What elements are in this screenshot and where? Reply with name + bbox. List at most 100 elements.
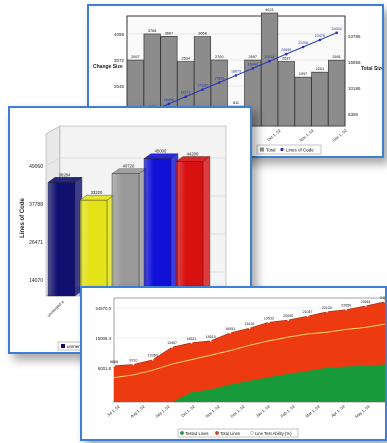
total-lines-point [345, 308, 348, 311]
bar-value-label: 2697 [249, 55, 257, 59]
total-lines-point [171, 346, 173, 349]
bar-value-label: 2697 [131, 55, 139, 59]
churn-bar [311, 71, 329, 127]
line-value-label: 21206 [298, 41, 308, 45]
legend-label: Lines of Code [286, 148, 314, 153]
y-tick-label: 37788 [29, 202, 43, 208]
y-tick-label: 3072 [114, 58, 125, 63]
legend-box [177, 428, 299, 438]
area-value-label: 16951 [225, 327, 235, 331]
bar [111, 173, 140, 297]
tested-lines-chart: 24570.0 15008.4 6001.8 8868 9210 10360 13457 14… [95, 296, 385, 438]
area-value-label: 23561 [361, 300, 371, 304]
total-lines-point [190, 341, 193, 344]
total-lines-point [151, 358, 154, 361]
x-tick-label: May 1, 03 [354, 403, 371, 419]
total-size-point [268, 59, 271, 63]
y2-tick-label: 23786 [348, 34, 361, 39]
total-lines-point [326, 310, 328, 313]
area-value-label: 19533 [264, 316, 274, 320]
area-value-label: 13457 [167, 341, 177, 345]
y-tick-label: 26471 [29, 240, 43, 246]
y-axis-title: Lines of Code [20, 198, 26, 238]
x-tick-label: Oct 1, 02 [180, 403, 196, 418]
y-tick-label: 2048 [114, 84, 125, 89]
total-size-point [167, 102, 171, 106]
total-lines-point [113, 364, 115, 367]
x-tick-label: unmerged a [46, 299, 65, 318]
legend-swatch [61, 344, 65, 348]
total-lines-point [248, 327, 251, 330]
legend-swatch-line [280, 147, 284, 152]
area-value-label: 15010 [206, 335, 216, 339]
bar [175, 161, 204, 297]
total-size-point [184, 95, 187, 98]
test-ability-line [113, 323, 385, 379]
bar-value-label: 3766 [148, 29, 156, 33]
y-tick-label: 14070 [29, 278, 43, 284]
bar-value-label: 3667 [165, 31, 173, 35]
legend-label: unmerged [67, 344, 88, 349]
legend-swatch [250, 431, 254, 435]
y2-tick-label: 16958 [348, 60, 361, 65]
bar-value-label: 45000 [155, 149, 167, 154]
x-tick-label: Nov 1, 02 [298, 127, 315, 142]
gridline-side [45, 157, 61, 167]
line-value-label: 17120 [197, 84, 207, 88]
bar-value-label: 33220 [91, 190, 103, 195]
bar [79, 199, 108, 297]
total-lines-point [384, 300, 385, 303]
bar-value-label: 2700 [215, 55, 223, 59]
x-tick-label: Dec 1, 02 [331, 127, 348, 142]
total-lines-point [364, 305, 367, 307]
y-tick-label: 15008.4 [95, 336, 111, 341]
y2-axis-title: Total Size [361, 66, 382, 72]
legend-label: Line Test Ability (%) [255, 431, 292, 436]
legend-label: Total [266, 148, 276, 153]
bar-value-label: 2691 [332, 55, 340, 59]
total-lines-point [267, 321, 270, 324]
legend-box [256, 144, 322, 155]
bar-value-label: 2634 [181, 57, 189, 61]
total-lines-point [287, 319, 290, 321]
area-value-label: 22120 [322, 306, 332, 310]
bar [143, 158, 172, 297]
line-value-label: 23476 [315, 34, 325, 38]
y-tick-label: 49060 [29, 164, 43, 170]
churn-bar [328, 59, 346, 127]
line-value-label: 16455 [164, 98, 174, 102]
bar-value-label: 40720 [123, 164, 135, 169]
bar-value-label: 2201 [316, 67, 324, 71]
x-tick-label: Aug 1, 02 [129, 403, 146, 418]
x-tick-label: Jul 1, 02 [106, 403, 121, 417]
area-value-label: 20090 [283, 314, 293, 318]
total-lines-point [306, 315, 309, 318]
area-value-label: 24570 [380, 296, 385, 300]
x-tick-label: Nov 1, 02 [204, 403, 221, 418]
x-tick-label: Oct 1, 02 [266, 127, 282, 142]
x-tick-label: Jan 1, 03 [255, 403, 271, 418]
line-value-label: 24004 [332, 27, 342, 31]
tested-lines-area [114, 364, 385, 402]
line-value-label: 17801 [214, 77, 224, 81]
y2-tick-label: 10186 [348, 86, 361, 91]
total-lines-point [132, 363, 135, 366]
bar-value-label: 4621 [265, 8, 273, 12]
churn-bar [277, 61, 295, 127]
area-value-label: 10360 [148, 354, 158, 358]
total-lines-point [229, 331, 232, 334]
y-axis-title: Change Size [93, 64, 123, 70]
y2-tick-label: 5356 [348, 112, 359, 117]
bar-value-label: 1997 [299, 72, 307, 76]
bar-value-label: 811 [233, 101, 239, 105]
x-tick-label: Mar 1, 03 [304, 403, 321, 418]
bar-value-label: 2637 [282, 57, 290, 61]
legend-swatch [215, 431, 219, 435]
total-size-point [217, 81, 221, 84]
area-value-label: 18116 [245, 322, 255, 326]
area-value-label: 21047 [303, 310, 313, 314]
churn-bar [260, 12, 279, 127]
bar-side [202, 156, 211, 297]
total-size-point [234, 74, 238, 77]
area-value-label: 22650 [341, 304, 351, 308]
